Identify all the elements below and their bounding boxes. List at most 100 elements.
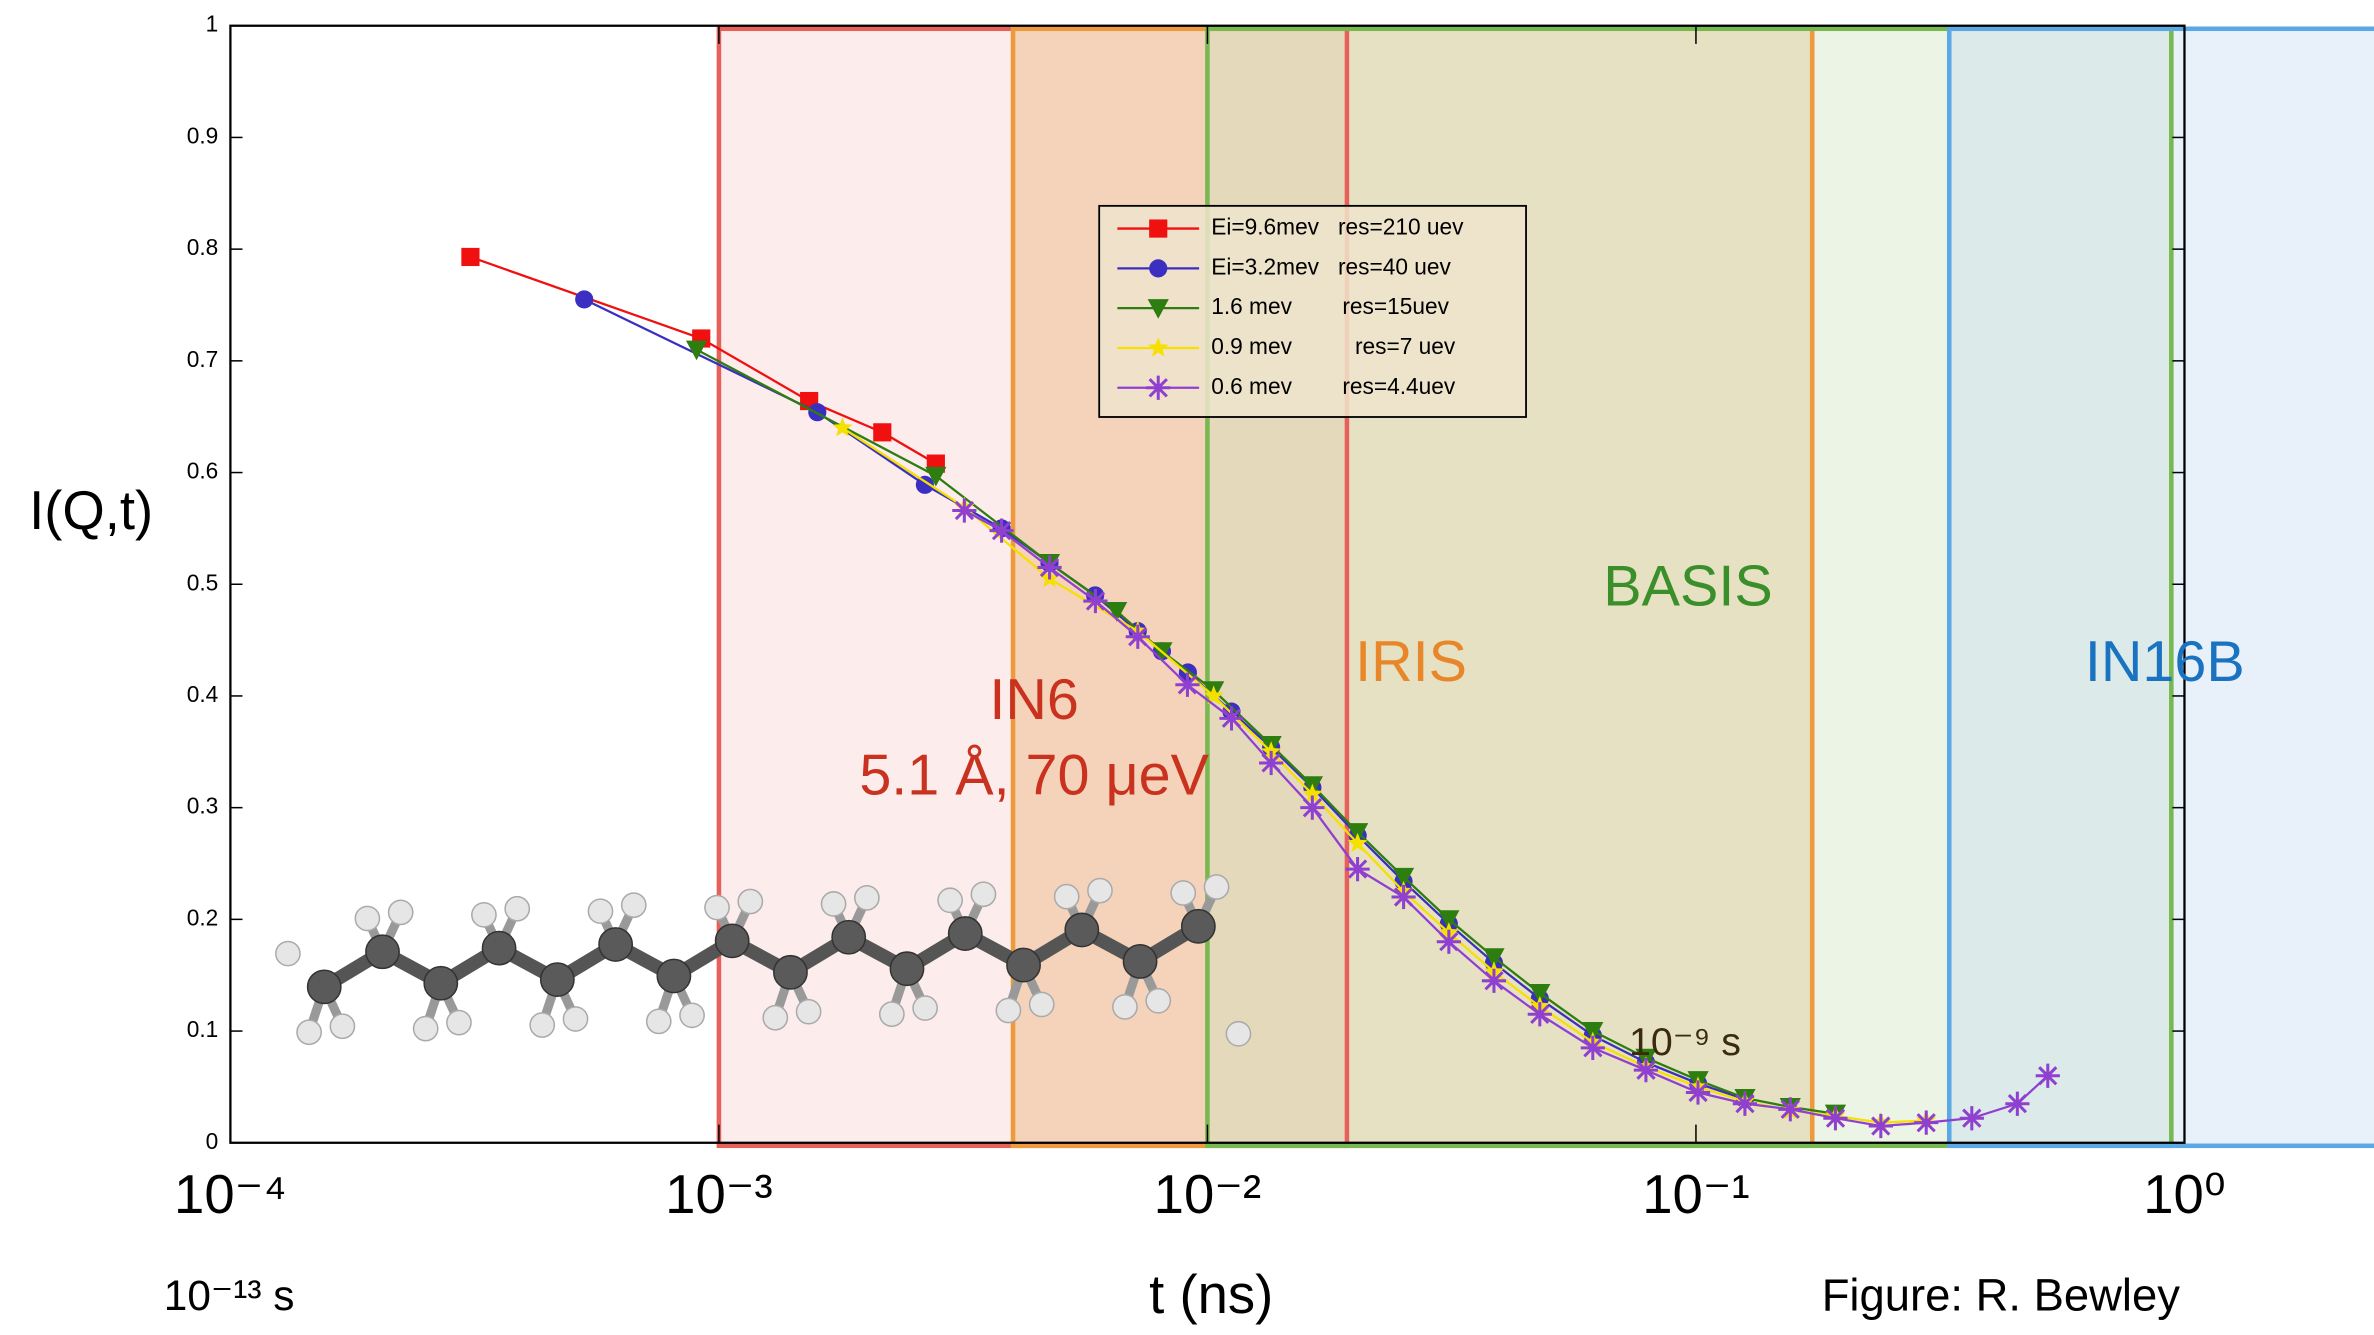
marker-asterisk — [1914, 1110, 1939, 1135]
molecule-h-atom — [878, 1001, 905, 1027]
molecule-h-atom — [1203, 874, 1230, 900]
region-sublabel: 5.1 Å, 70 μeV — [859, 744, 1209, 808]
legend-label: Ei=9.6mev res=210 uev — [1211, 214, 1464, 240]
marker-asterisk — [1633, 1058, 1659, 1083]
region-border — [1946, 26, 2374, 1149]
molecule-h-atom — [1087, 877, 1113, 904]
annotation: 10⁻⁹ s — [1629, 1020, 1741, 1064]
molecule-c-atom — [306, 969, 342, 1005]
legend-box — [1098, 204, 1527, 418]
molecule — [275, 874, 1252, 1047]
series-group — [952, 498, 2060, 1139]
marker-asterisk — [1037, 555, 1062, 580]
marker-asterisk — [1732, 1091, 1758, 1116]
molecule-h-atom — [329, 1013, 356, 1040]
marker-star — [1148, 337, 1169, 357]
molecule-h-atom — [387, 899, 414, 926]
marker-circle — [1149, 259, 1168, 278]
marker-asterisk — [1959, 1106, 1984, 1131]
y-tick-label: 0 — [206, 1128, 219, 1154]
y-tick-label: 0.6 — [187, 458, 219, 484]
y-tick-label: 0.9 — [187, 122, 219, 148]
marker-triangle — [1483, 948, 1505, 968]
marker-asterisk — [1391, 884, 1416, 910]
molecule-h-atom — [854, 885, 880, 911]
region-label: IN16B — [2085, 630, 2245, 694]
molecule-c-atom — [539, 962, 575, 998]
molecule-h-atom — [529, 1012, 556, 1038]
molecule-h-atom — [679, 1002, 705, 1029]
y-tick-label: 1 — [206, 11, 219, 37]
molecule-h-atom — [762, 1004, 789, 1031]
molecule-h-atom — [1112, 993, 1138, 1020]
marker-asterisk — [1527, 1002, 1552, 1027]
molecule-h-atom — [1170, 880, 1197, 906]
region-label: IN6 — [989, 668, 1078, 732]
y-tick-label: 0.4 — [187, 681, 219, 707]
marker-star — [1203, 685, 1224, 705]
y-tick-label: 0.5 — [187, 569, 219, 595]
molecule-c-atom — [423, 965, 459, 1001]
x-axis-label: t (ns) — [1149, 1264, 1273, 1325]
marker-square — [1149, 219, 1168, 238]
marker-asterisk — [1481, 968, 1507, 993]
y-tick-label: 0.1 — [187, 1016, 219, 1042]
legend-label: Ei=3.2mev res=40 uev — [1211, 253, 1451, 279]
credit: Figure: R. Bewley — [1822, 1270, 2181, 1321]
marker-star — [1261, 741, 1282, 761]
marker-asterisk — [952, 498, 977, 523]
marker-asterisk — [1146, 375, 1171, 400]
molecule-c-atom — [1122, 944, 1158, 979]
molecule-c-atom — [831, 919, 867, 955]
marker-circle — [575, 290, 594, 309]
molecule-h-atom — [504, 895, 531, 922]
marker-asterisk — [2035, 1063, 2060, 1088]
series-layer — [461, 247, 2060, 1139]
legend-label: 0.6 mev res=4.4uev — [1211, 373, 1456, 399]
marker-star — [832, 417, 853, 437]
molecule-h-atom — [446, 1009, 472, 1036]
molecule-h-atom — [471, 901, 497, 928]
marker-asterisk — [989, 518, 1014, 543]
molecule-h-atom — [1028, 991, 1055, 1018]
marker-triangle — [1147, 299, 1169, 319]
molecule-h-atom — [275, 940, 301, 967]
x-tick-label: 10⁻³ — [665, 1164, 772, 1225]
marker-asterisk — [1345, 857, 1370, 882]
y-tick-label: 0.2 — [187, 904, 219, 930]
y-axis-label: I(Q,t) — [29, 480, 153, 541]
marker-asterisk — [1259, 750, 1284, 776]
legend-label: 0.9 mev res=7 uev — [1211, 333, 1456, 359]
molecule-c-atom — [598, 927, 634, 962]
molecule-h-atom — [820, 891, 847, 917]
marker-circle — [915, 475, 934, 494]
marker-star — [1302, 783, 1323, 803]
molecule-h-atom — [912, 995, 939, 1021]
marker-asterisk — [1125, 624, 1150, 649]
molecule-h-atom — [1053, 883, 1080, 910]
marker-asterisk — [1219, 706, 1244, 731]
marker-triangle — [1106, 601, 1128, 622]
region-fill — [1949, 28, 2374, 1146]
y-tick-label: 0.3 — [187, 793, 219, 819]
marker-star — [1347, 832, 1368, 853]
molecule-h-atom — [1225, 1020, 1252, 1047]
molecule-c-atom — [656, 958, 692, 994]
molecule-c-atom — [481, 930, 517, 966]
marker-asterisk — [1300, 795, 1325, 820]
marker-triangle — [685, 340, 708, 361]
molecule-c-atom — [1064, 912, 1100, 948]
x-tick-label: 10⁰ — [2143, 1164, 2225, 1225]
region-label: IRIS — [1355, 630, 1467, 694]
molecule-h-atom — [587, 898, 614, 925]
molecule-h-atom — [795, 998, 822, 1025]
molecule-h-atom — [970, 881, 997, 908]
marker-asterisk — [1436, 929, 1461, 954]
marker-asterisk — [1083, 588, 1108, 614]
molecule-h-atom — [704, 894, 730, 921]
marker-triangle — [1529, 984, 1551, 1004]
labels: I(Q,t) t (ns) Figure: R. Bewley 10⁻¹³ s … — [29, 480, 2245, 1325]
molecule-c-atom — [714, 923, 750, 959]
